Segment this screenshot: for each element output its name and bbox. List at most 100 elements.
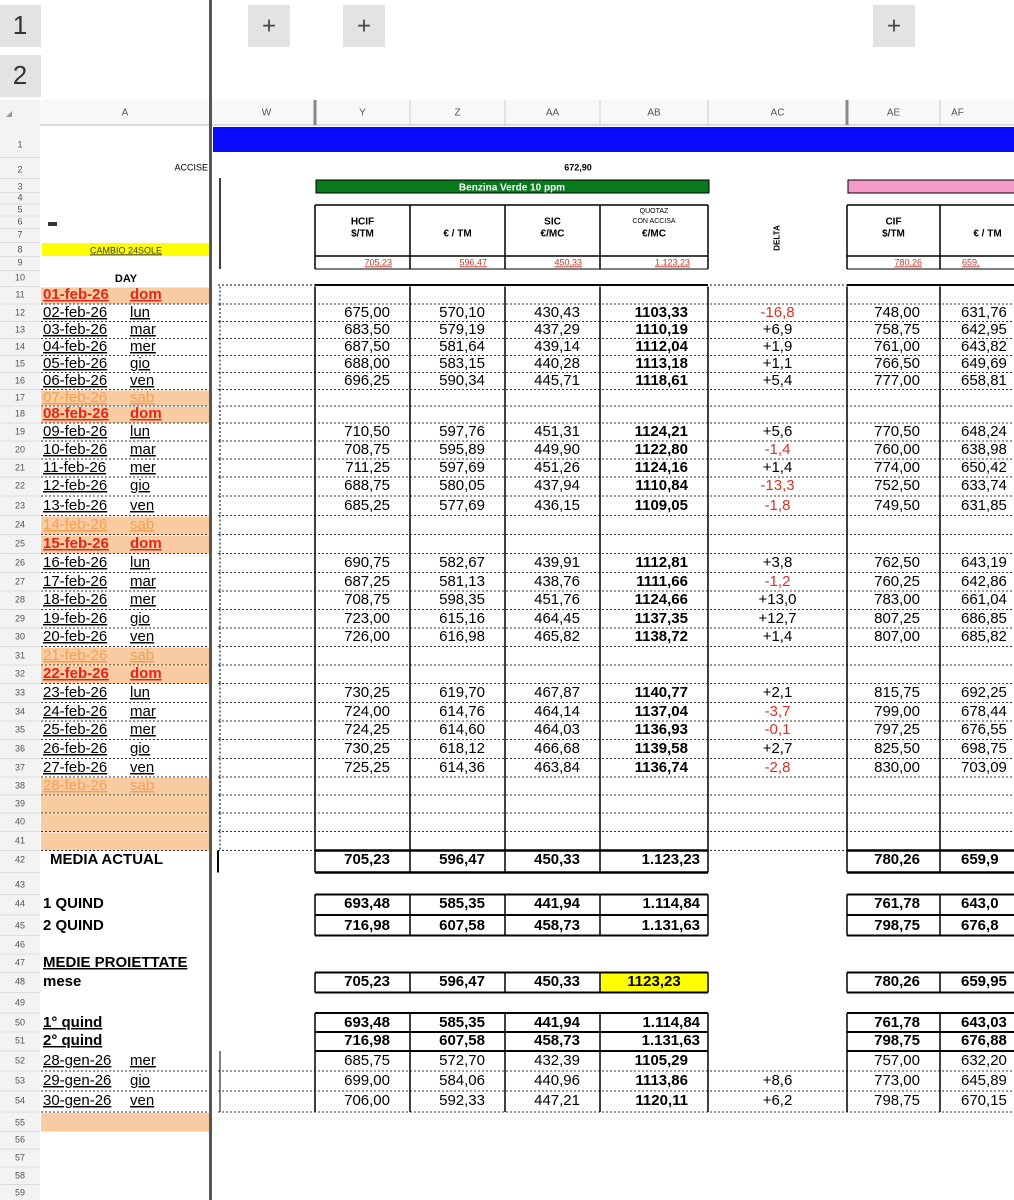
value-cell: 645,89: [961, 1072, 1007, 1089]
reference-value: 596,47: [459, 257, 487, 267]
value-cell: 1137,04: [635, 703, 689, 720]
value-cell: 1103,33: [635, 304, 688, 321]
freeze-divider: [209, 0, 212, 1200]
value-cell: 466,68: [534, 740, 580, 757]
weekday-cell: gio: [130, 1072, 150, 1089]
row-number: 8: [17, 244, 22, 254]
column-title: QUOTAZ: [640, 208, 669, 215]
value-cell: 676,55: [961, 721, 1007, 738]
column-title: € / TM: [443, 229, 471, 240]
reference-value: 450,33: [554, 257, 582, 267]
date-cell: 03-feb-26: [43, 321, 107, 338]
weekday-cell: ven: [130, 1092, 154, 1109]
value-cell: 579,19: [439, 321, 485, 338]
row-number: 30: [15, 631, 25, 641]
weekday-cell: lun: [130, 554, 150, 571]
value-cell: 676,8: [961, 917, 999, 934]
column-header[interactable]: Z: [454, 108, 460, 119]
row-number: 10: [15, 272, 25, 282]
value-cell: 780,26: [874, 851, 920, 868]
row-number: 37: [15, 762, 25, 772]
column-header[interactable]: AE: [887, 108, 901, 119]
select-all[interactable]: [6, 111, 12, 117]
value-cell: 614,36: [439, 759, 485, 776]
value-cell: 616,98: [439, 628, 485, 645]
date-cell: 19-feb-26: [43, 610, 107, 627]
column-header[interactable]: AB: [647, 108, 661, 119]
value-cell: 584,06: [439, 1072, 485, 1089]
weekday-cell: mer: [130, 591, 156, 608]
value-cell: +12,7: [759, 610, 797, 627]
column-header[interactable]: W: [262, 108, 272, 119]
row-label: MEDIE PROIETTATE: [43, 954, 187, 971]
value-cell: 615,16: [439, 610, 485, 627]
date-cell: 23-feb-26: [43, 684, 107, 701]
cell-fill: [41, 1113, 209, 1132]
date-cell: 11-feb-26: [43, 459, 106, 476]
reference-value: 1.123,23: [655, 257, 690, 267]
column-header[interactable]: A: [122, 108, 129, 119]
weekday-cell: sab: [130, 516, 154, 533]
outline-label[interactable]: 1: [13, 10, 27, 40]
value-cell: 451,76: [534, 591, 580, 608]
column-title: DELTA: [773, 225, 782, 251]
value-cell: 430,43: [534, 304, 580, 321]
value-cell: 748,00: [874, 304, 920, 321]
row-number: 15: [15, 358, 25, 368]
row-number: 25: [15, 538, 25, 548]
cell-fill: [41, 647, 209, 665]
value-cell: 1123,23: [627, 973, 680, 990]
row-number: 41: [15, 835, 25, 845]
date-cell: 21-feb-26: [43, 647, 107, 664]
value-cell: 730,25: [344, 684, 390, 701]
group-button[interactable]: [873, 5, 915, 47]
date-cell: 14-feb-26: [43, 516, 107, 533]
value-cell: 699,00: [344, 1072, 390, 1089]
value-cell: 761,00: [874, 338, 920, 355]
group-button[interactable]: [248, 5, 290, 47]
value-cell: 581,13: [439, 573, 485, 590]
row-number: 3: [17, 181, 22, 191]
group-button-label[interactable]: +: [262, 12, 276, 39]
value-cell: 1120,11: [635, 1092, 688, 1109]
column-header[interactable]: AF: [951, 108, 964, 119]
value-cell: 439,14: [534, 338, 580, 355]
weekday-cell: gio: [130, 610, 150, 627]
value-cell: +6,2: [763, 1092, 793, 1109]
value-cell: 692,25: [961, 684, 1007, 701]
value-cell: 607,58: [439, 1032, 485, 1049]
outline-label[interactable]: 2: [13, 60, 27, 90]
column-header[interactable]: AC: [771, 108, 785, 119]
value-cell: 659,95: [961, 973, 1007, 990]
value-cell: 807,00: [874, 628, 920, 645]
row-number: 24: [15, 519, 25, 529]
value-cell: 761,78: [874, 1014, 920, 1031]
row-label: 1 QUIND: [43, 895, 104, 912]
value-cell: 633,74: [961, 477, 1007, 494]
value-cell: 1124,21: [635, 423, 688, 440]
row-number: 48: [15, 976, 25, 986]
value-cell: 467,87: [534, 684, 580, 701]
weekday-cell: lun: [130, 684, 150, 701]
value-cell: 583,15: [439, 355, 485, 372]
group-button-label[interactable]: +: [887, 12, 901, 39]
outline-button[interactable]: [0, 55, 41, 97]
value-cell: +6,9: [763, 321, 793, 338]
row-number: 31: [15, 650, 25, 660]
value-cell: 725,25: [344, 759, 390, 776]
row-number: 34: [15, 706, 25, 716]
value-cell: 687,50: [344, 338, 390, 355]
outline-button[interactable]: [0, 5, 41, 47]
value-cell: 1.131,63: [642, 1032, 700, 1049]
value-cell: 580,05: [439, 477, 485, 494]
value-cell: 770,50: [874, 423, 920, 440]
group-button[interactable]: [343, 5, 385, 47]
group-button-label[interactable]: +: [357, 12, 371, 39]
weekday-cell: mar: [130, 573, 156, 590]
column-header[interactable]: AA: [546, 108, 560, 119]
row-label: 2 QUIND: [43, 917, 104, 934]
column-title: SIC: [544, 217, 561, 228]
date-cell: 01-feb-26: [43, 286, 109, 303]
column-header[interactable]: Y: [359, 108, 366, 119]
value-cell: 465,82: [534, 628, 580, 645]
